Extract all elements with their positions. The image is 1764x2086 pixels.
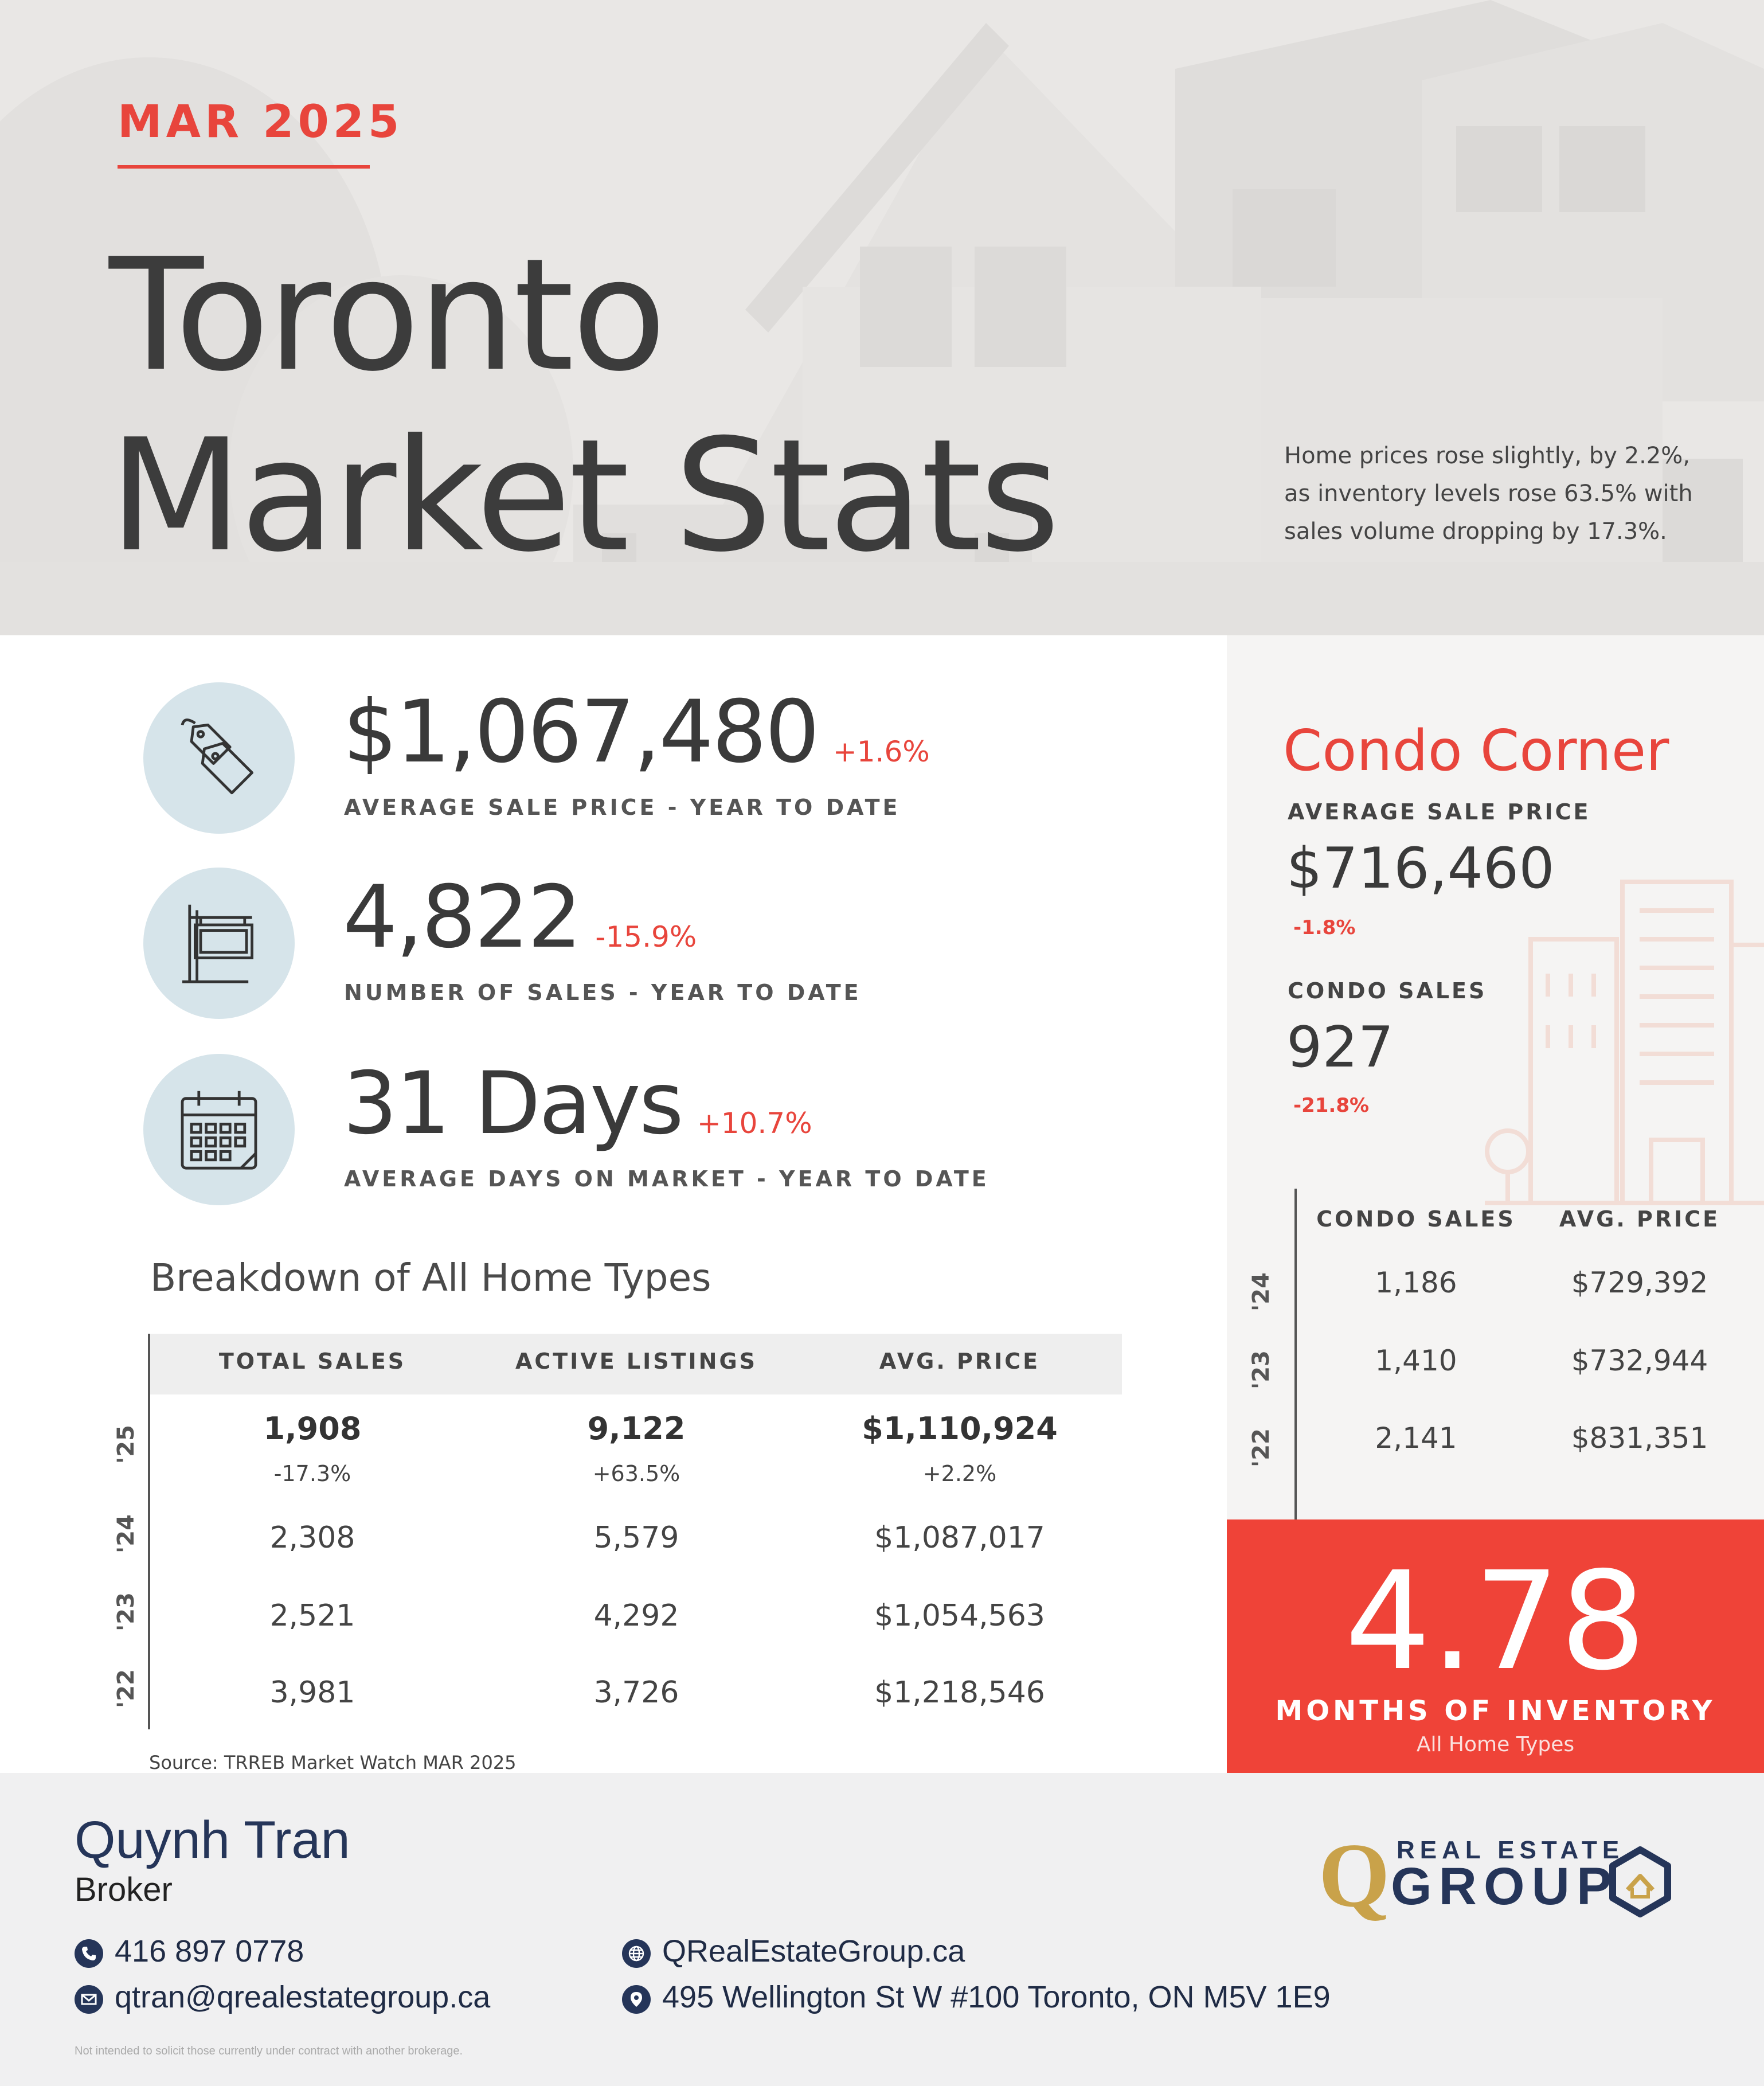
agent-footer: Quynh Tran Broker 416 897 0778 qtran@qre… <box>0 1773 1764 2086</box>
city-buildings-icon <box>1485 880 1764 1205</box>
price-tag-icon <box>181 718 253 795</box>
month-underline <box>118 165 370 169</box>
condo-avg-price-change: -1.8% <box>1293 916 1356 939</box>
condo-sales-value: 927 <box>1286 1015 1394 1080</box>
column-header-total-sales: TOTAL SALES <box>218 1349 406 1374</box>
column-header-avg-price: AVG. PRICE <box>879 1349 1041 1374</box>
hero-banner: MAR 2025 Toronto Market Stats Home price… <box>0 0 1764 635</box>
column-header-condo-avg-price: AVG. PRICE <box>1559 1206 1720 1232</box>
table-cell-total-sales: 1,908 <box>263 1411 362 1447</box>
source-note: Source: TRREB Market Watch MAR 2025 <box>149 1752 517 1774</box>
months-of-inventory-sublabel: All Home Types <box>1416 1733 1575 1756</box>
condo-sales-label: CONDO SALES <box>1288 978 1487 1003</box>
breakdown-table-header <box>150 1334 1122 1394</box>
phone-link[interactable]: 416 897 0778 <box>115 1934 304 1968</box>
agent-title: Broker <box>75 1871 173 1908</box>
address-link[interactable]: 495 Wellington St W #100 Toronto, ON M5V… <box>662 1980 1331 2014</box>
table-cell-condo-avg-price: $729,392 <box>1571 1266 1708 1299</box>
table-cell-total-sales: 3,981 <box>269 1675 355 1710</box>
row-year-label: '23 <box>113 1592 139 1631</box>
table-cell-active-listings: 3,726 <box>593 1675 679 1710</box>
row-year-label: '22 <box>113 1669 139 1708</box>
table-cell-total-sales-change: -17.3% <box>273 1461 351 1486</box>
globe-icon <box>622 1939 651 1968</box>
sale-sign-icon <box>182 904 253 983</box>
row-year-label: '23 <box>1248 1350 1274 1389</box>
table-cell-condo-avg-price: $831,351 <box>1571 1421 1708 1455</box>
stat-value: 31 Days +10.7% <box>343 1054 812 1154</box>
market-summary: Home prices rose slightly, by 2.2%, as i… <box>1284 443 1693 545</box>
condo-table-divider <box>1294 1189 1297 1519</box>
table-cell-avg-price: $1,087,017 <box>874 1521 1045 1555</box>
months-of-inventory-label: MONTHS OF INVENTORY <box>1275 1695 1716 1727</box>
logo-q-letter: Q <box>1319 1824 1390 1926</box>
calendar-icon <box>181 1091 257 1170</box>
table-cell-condo-sales: 1,410 <box>1375 1344 1457 1377</box>
column-header-active-listings: ACTIVE LISTINGS <box>515 1349 758 1374</box>
stat-icon-circle <box>143 868 295 1019</box>
months-of-inventory-box: 4.78 MONTHS OF INVENTORY All Home Types <box>1227 1519 1764 1773</box>
table-cell-active-listings-change: +63.5% <box>592 1461 680 1486</box>
email-icon <box>75 1985 103 2014</box>
table-cell-avg-price: $1,110,924 <box>862 1411 1058 1447</box>
logo-top-text: REAL ESTATE <box>1397 1836 1625 1864</box>
breakdown-divider <box>148 1334 150 1729</box>
stat-change: +1.6% <box>832 735 930 768</box>
table-cell-active-listings: 9,122 <box>587 1411 686 1447</box>
table-cell-total-sales: 2,308 <box>269 1521 355 1555</box>
stat-value: 4,822 -15.9% <box>343 868 697 967</box>
website-link[interactable]: QRealEstateGroup.ca <box>662 1934 965 1968</box>
phone-icon <box>75 1939 103 1968</box>
condo-corner-panel: Condo Corner AVERAGE SALE PRICE $716,460… <box>1227 635 1764 1519</box>
table-cell-condo-avg-price: $732,944 <box>1571 1344 1708 1377</box>
table-cell-total-sales: 2,521 <box>269 1599 355 1633</box>
condo-avg-price-value: $716,460 <box>1286 836 1555 901</box>
table-cell-condo-sales: 1,186 <box>1375 1266 1457 1299</box>
house-background-image <box>0 0 1764 635</box>
agent-name: Quynh Tran <box>75 1811 350 1869</box>
stat-label: AVERAGE DAYS ON MARKET - YEAR TO DATE <box>344 1166 989 1192</box>
stat-value: $1,067,480 +1.6% <box>343 682 930 782</box>
brokerage-logo[interactable]: Q REAL ESTATE GROUP <box>1319 1829 1685 1921</box>
logo-bottom-text: GROUP <box>1391 1857 1619 1916</box>
condo-sales-change: -21.8% <box>1293 1094 1370 1117</box>
row-year-label: '24 <box>113 1514 139 1553</box>
table-cell-active-listings: 4,292 <box>593 1599 679 1633</box>
stat-number-of-sales: 4,822 -15.9% NUMBER OF SALES - YEAR TO DA… <box>0 868 1204 1028</box>
table-cell-active-listings: 5,579 <box>593 1521 679 1555</box>
table-cell-condo-sales: 2,141 <box>1375 1421 1457 1455</box>
condo-avg-price-label: AVERAGE SALE PRICE <box>1288 799 1591 825</box>
column-header-condo-sales: CONDO SALES <box>1316 1206 1516 1232</box>
stat-label: AVERAGE SALE PRICE - YEAR TO DATE <box>344 795 901 820</box>
table-cell-avg-price: $1,218,546 <box>874 1675 1045 1710</box>
page-title-line-1: Toronto <box>109 225 667 405</box>
stat-average-sale-price: $1,067,480 +1.6% AVERAGE SALE PRICE - YEA… <box>0 682 1204 843</box>
stat-days-on-market: 31 Days +10.7% AVERAGE DAYS ON MARKET - Y… <box>0 1054 1204 1214</box>
stat-icon-circle <box>143 682 295 834</box>
email-link[interactable]: qtran@qrealestategroup.ca <box>115 1980 491 2014</box>
months-of-inventory-value: 4.78 <box>1344 1542 1646 1700</box>
table-cell-avg-price: $1,054,563 <box>874 1599 1045 1633</box>
disclaimer: Not intended to solicit those currently … <box>75 2045 463 2057</box>
page-title-line-2: Market Stats <box>109 405 1060 586</box>
row-year-label: '22 <box>1248 1428 1274 1467</box>
stat-label: NUMBER OF SALES - YEAR TO DATE <box>344 980 862 1005</box>
report-month: MAR 2025 <box>118 96 404 148</box>
row-year-label: '24 <box>1248 1272 1274 1311</box>
house-hexagon-icon <box>1609 1846 1671 1917</box>
stat-change: -15.9% <box>595 920 697 954</box>
row-year-label: '25 <box>113 1425 139 1464</box>
stat-icon-circle <box>143 1054 295 1205</box>
table-cell-avg-price-change: +2.2% <box>922 1461 997 1486</box>
stat-change: +10.7% <box>697 1107 812 1140</box>
breakdown-title: Breakdown of All Home Types <box>150 1256 711 1300</box>
location-pin-icon <box>622 1985 651 2014</box>
condo-corner-title: Condo Corner <box>1283 718 1669 784</box>
